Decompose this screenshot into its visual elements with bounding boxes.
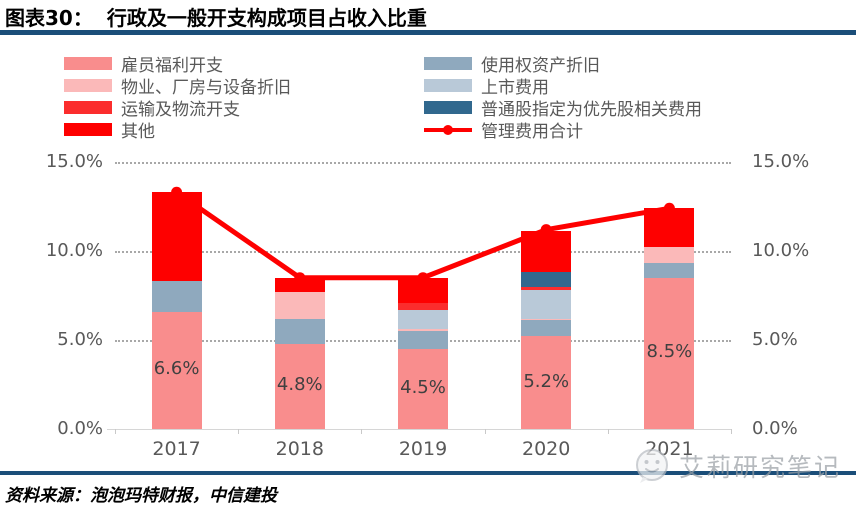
footer-divider-rule [0,471,856,475]
figure-label: 图表30： [5,6,93,30]
bar-segment [521,272,572,287]
bar-segment [398,331,448,349]
legend-item: 上市费用 [424,74,702,98]
x-axis-category-label: 2019 [398,438,448,460]
legend-label: 管理费用合计 [481,121,583,142]
legend-line-marker-icon [424,123,472,136]
bar-segment [521,231,572,273]
legend-item: 其他 [64,118,291,142]
x-axis-tick [484,429,486,434]
source-note: 资料来源：泡泡玛特财报，中信建投 [5,486,277,506]
legend-item: 雇员福利开支 [64,52,291,76]
legend-label: 使用权资产折旧 [481,55,600,76]
total-line [175,190,670,281]
legend-color-swatch-icon [64,56,112,70]
legend-item: 普通股指定为优先股相关费用 [424,96,702,120]
x-axis-category-label: 2018 [275,438,324,460]
x-axis-tick [115,429,116,434]
legend-column-left: 雇员福利开支 物业、厂房与设备折旧 运输及物流开支 其他 [64,52,291,142]
bar-segment [398,302,448,310]
stacked-bar [644,208,695,429]
y-axis-label-left: 5.0% [57,329,103,350]
y-axis-label-left: 0.0% [57,418,103,439]
legend-column-right: 使用权资产折旧 上市费用 普通股指定为优先股相关费用 管理费用合计 [424,52,702,142]
watermark: 艾莉研究笔记 [633,447,841,485]
x-axis-category-label: 2017 [152,438,201,460]
legend-color-swatch-icon [424,100,472,114]
bar-segment [151,281,202,312]
legend-item: 物业、厂房与设备折旧 [64,74,291,98]
legend-label: 运输及物流开支 [121,99,240,120]
legend-label: 其他 [121,121,155,142]
bar-segment [521,286,572,291]
gridline [115,162,731,164]
bar-segment [274,318,325,344]
title-divider-rule [0,30,856,35]
x-axis-line [107,429,731,430]
legend-label: 上市费用 [481,77,549,98]
bar-segment [521,290,572,319]
bar-value-label: 6.6% [153,358,200,380]
stacked-bar [521,231,572,429]
bar-segment [398,309,448,330]
bar-segment [274,277,325,292]
legend-color-swatch-icon [424,78,472,92]
watermark-text: 艾莉研究笔记 [679,453,842,482]
legend-color-swatch-icon [64,78,112,92]
y-axis-label-right: 10.0% [752,240,810,261]
x-axis-tick [607,429,609,434]
chat-face-icon [636,449,668,483]
figure-title-text: 行政及一般开支构成项目占收入比重 [106,6,427,30]
bar-segment [151,311,202,429]
x-axis-category-label: 2020 [522,438,571,460]
stacked-bar [274,277,325,429]
page-title: 图表30： 行政及一般开支构成项目占收入比重 [5,2,427,31]
legend-item: 运输及物流开支 [64,96,291,120]
bar-segment [274,343,325,429]
y-axis-label-left: 15.0% [45,151,103,172]
bar-segment [398,348,448,429]
bar-segment [644,208,695,248]
bar-segment [151,192,202,282]
x-axis-tick [361,429,363,434]
x-axis-tick [731,429,732,434]
bar-segment [521,336,572,429]
bar-segment [521,320,572,337]
y-axis-label-right: 15.0% [752,151,810,172]
legend-color-swatch-icon [64,122,112,136]
stacked-bar [151,192,202,429]
bar-segment [644,277,695,429]
x-axis-tick [238,429,240,434]
bar-segment [644,263,695,278]
y-axis-label-right: 0.0% [752,418,798,439]
bar-value-label: 8.5% [646,341,693,363]
bar-segment [398,277,448,303]
bar-value-label: 4.5% [400,376,446,398]
bar-segment [521,318,572,321]
bar-segment [398,329,448,332]
legend-item: 使用权资产折旧 [424,52,702,76]
legend-color-swatch-icon [424,56,472,70]
legend-label: 雇员福利开支 [121,55,223,76]
bar-value-label: 5.2% [523,370,570,392]
legend-label: 物业、厂房与设备折旧 [121,77,291,98]
bar-value-label: 4.8% [276,374,323,396]
gridline [115,251,731,253]
legend-color-swatch-icon [64,100,112,114]
legend-item: 管理费用合计 [424,118,702,142]
bar-segment [644,247,695,264]
stacked-bar [398,277,448,429]
y-axis-label-right: 5.0% [752,329,798,350]
y-axis-label-left: 10.0% [45,240,103,261]
bar-segment [274,291,325,319]
legend-label: 普通股指定为优先股相关费用 [481,99,702,120]
